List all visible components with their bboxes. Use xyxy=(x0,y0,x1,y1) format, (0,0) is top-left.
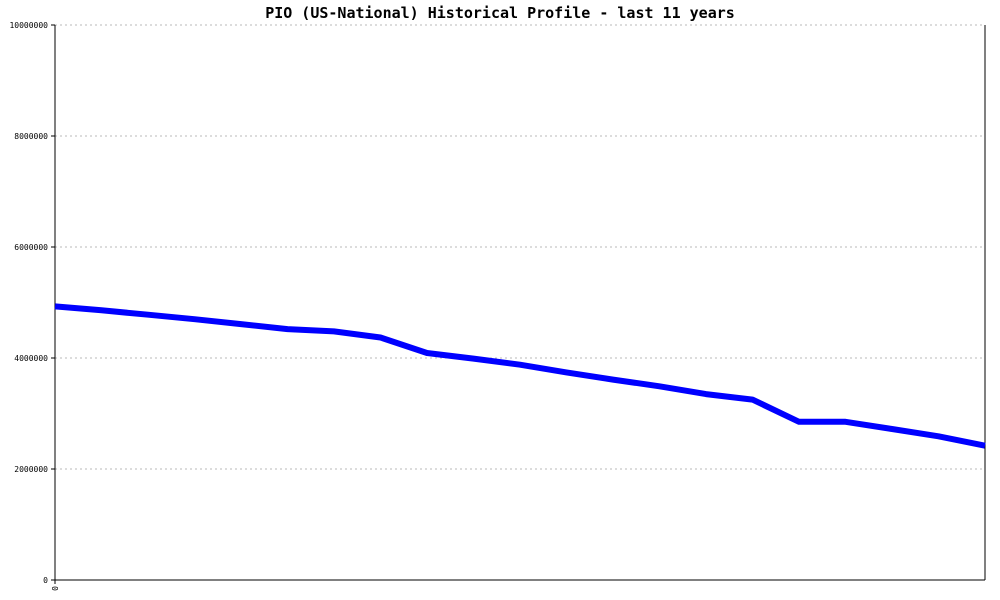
x-tick-label: 0 xyxy=(51,586,60,591)
y-tick-label: 2000000 xyxy=(14,465,48,474)
grid-lines xyxy=(55,24,985,470)
series-layer xyxy=(54,303,986,449)
y-tick-label: 8000000 xyxy=(14,132,48,141)
y-tick-label: 10000000 xyxy=(9,21,48,30)
x-ticks: 0 xyxy=(51,580,60,591)
y-tick-label: 0 xyxy=(43,576,48,585)
y-ticks: 0 2000000 4000000 6000000 8000000 10000000 xyxy=(9,21,55,585)
axes xyxy=(54,25,986,581)
y-tick-label: 4000000 xyxy=(14,354,48,363)
series-line xyxy=(54,303,986,449)
chart-title: PIO (US-National) Historical Profile - l… xyxy=(265,4,735,22)
y-tick-label: 6000000 xyxy=(14,243,48,252)
